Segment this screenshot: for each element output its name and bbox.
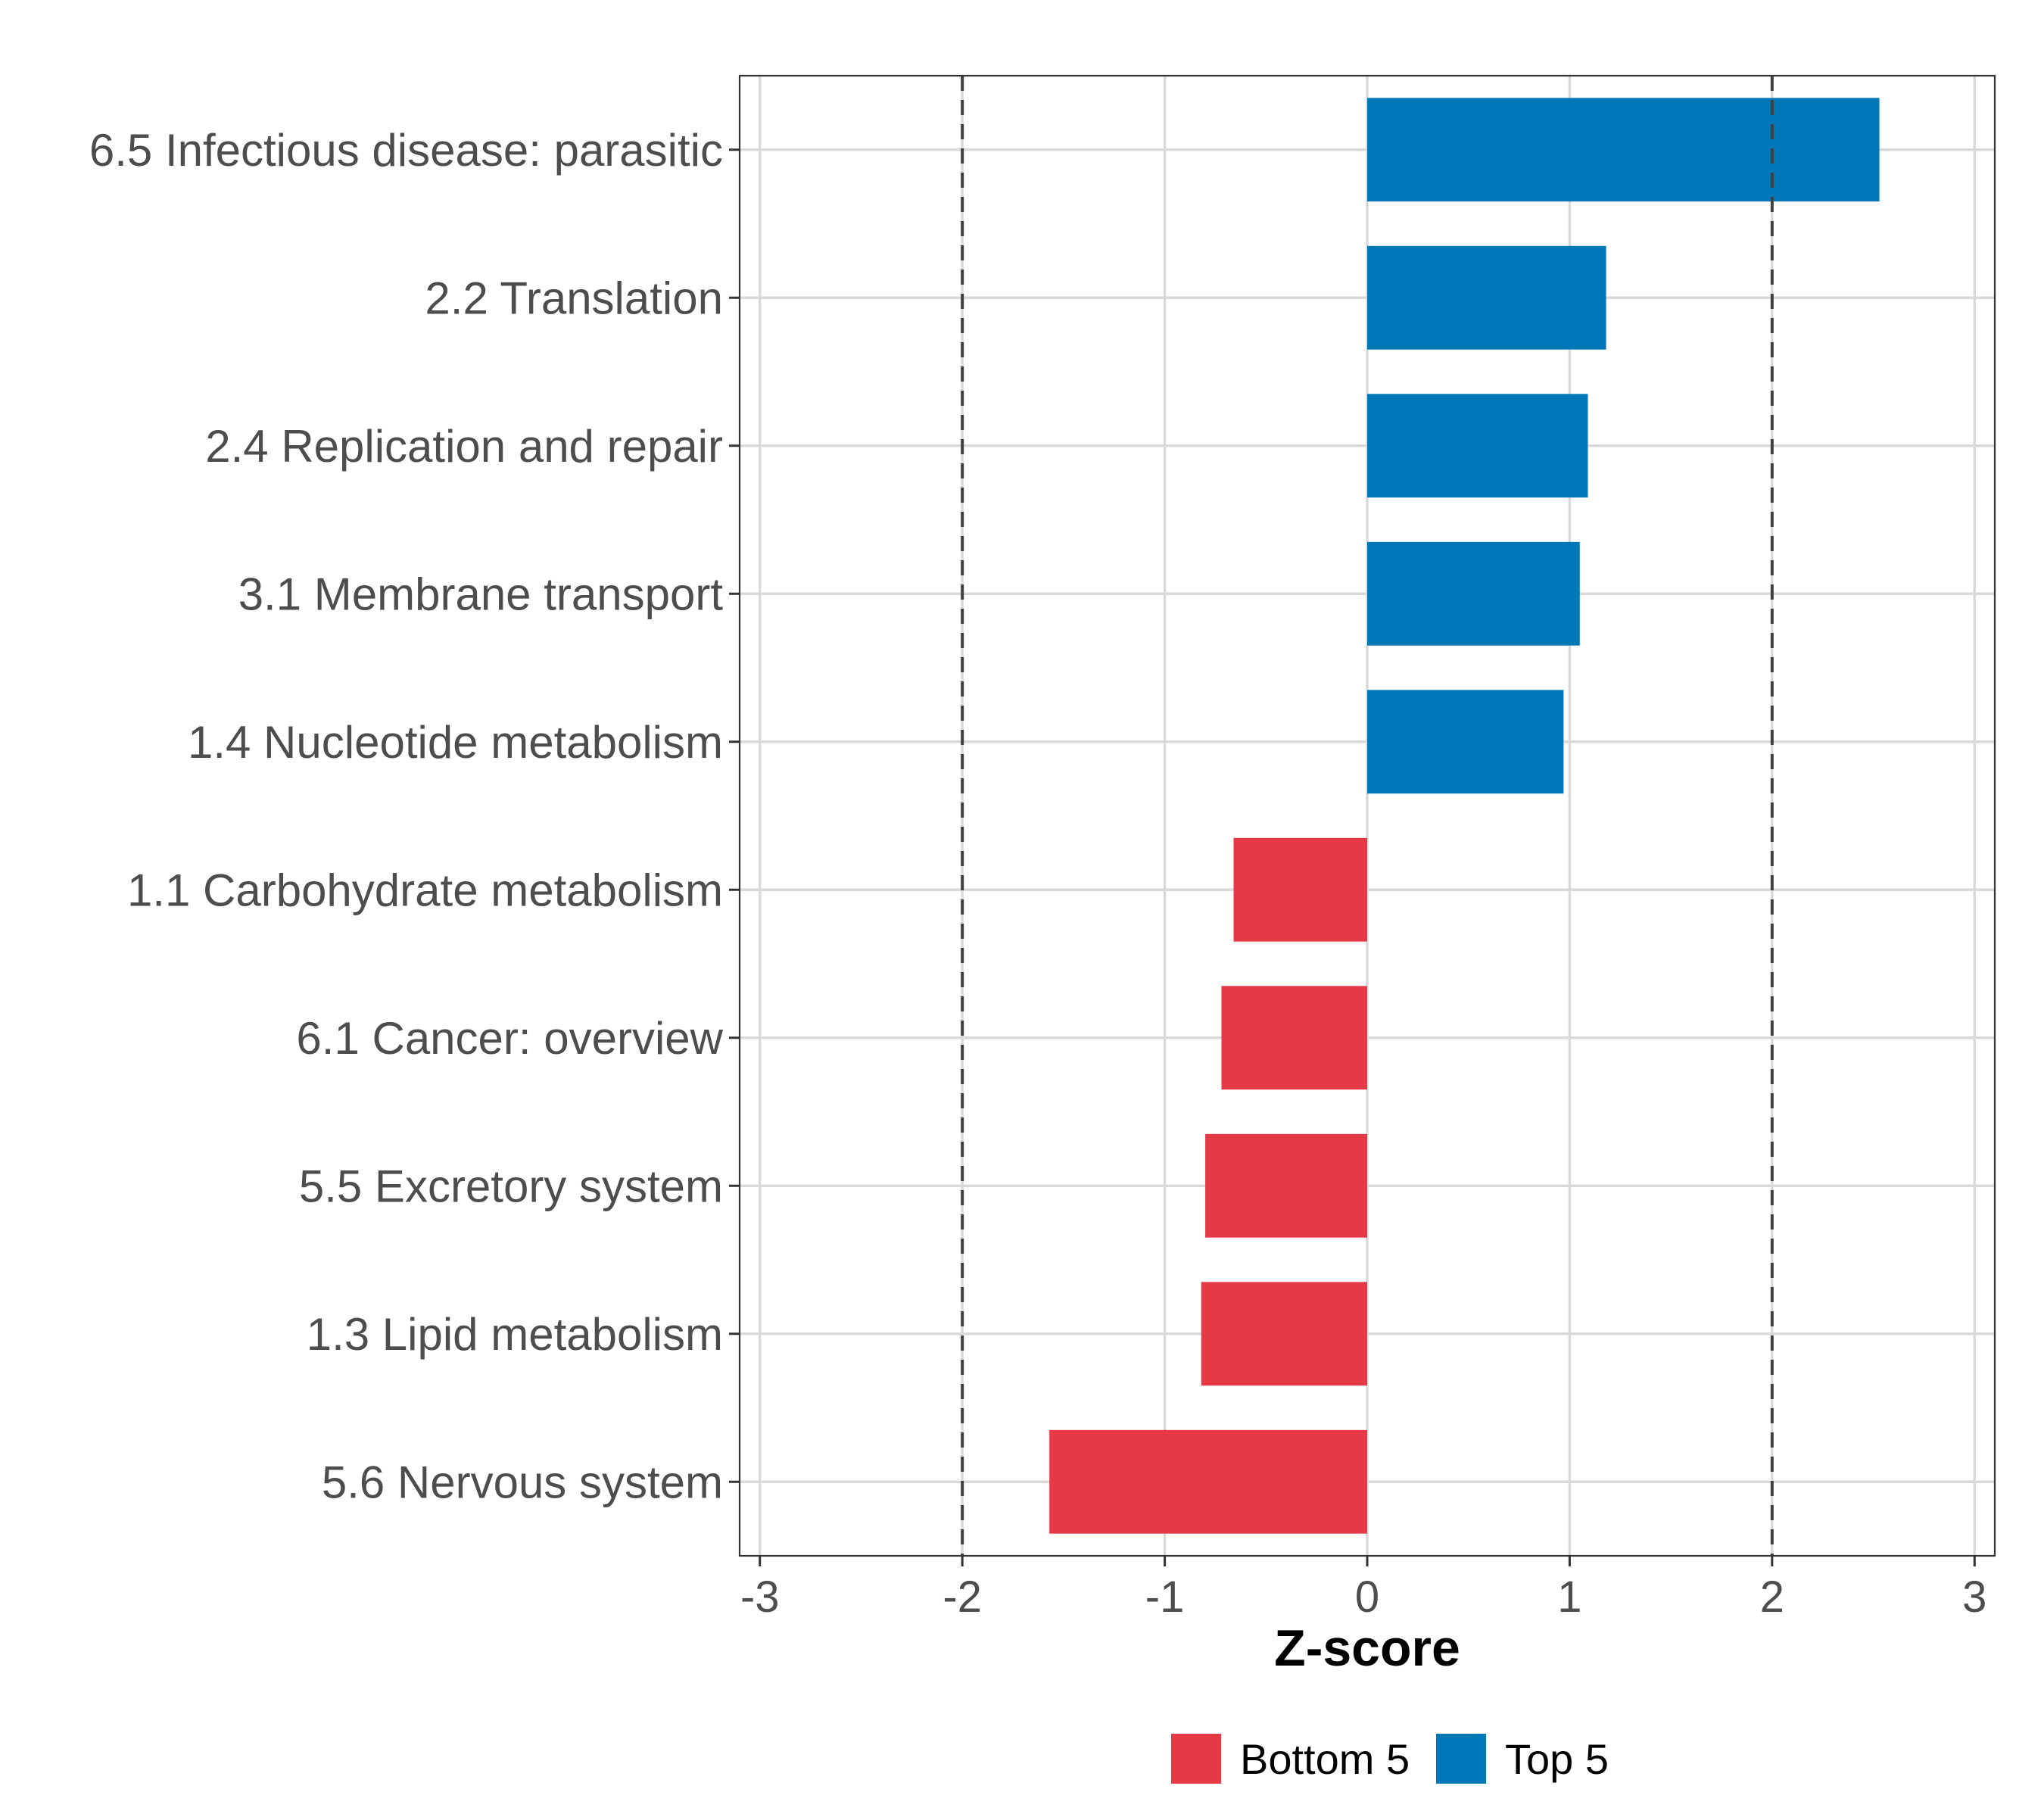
- x-axis-title: Z-score: [1274, 1619, 1460, 1677]
- legend-swatch: [1171, 1734, 1221, 1784]
- bar-1: [1367, 98, 1880, 202]
- x-tick-label: 1: [1557, 1572, 1581, 1622]
- category-label: 1.1 Carbohydrate metabolism: [127, 865, 723, 915]
- category-label: 3.1 Membrane transport: [238, 569, 724, 619]
- bar-3: [1367, 394, 1588, 498]
- x-tick-label: 3: [1962, 1572, 1986, 1622]
- x-axis-tick-labels: -3 -2 -1 0 1 2 3: [740, 1572, 1986, 1622]
- category-label: 5.5 Excretory system: [299, 1161, 723, 1211]
- bars: [1049, 98, 1880, 1534]
- category-label: 5.6 Nervous system: [322, 1457, 723, 1507]
- category-label: 2.4 Replication and repair: [205, 421, 723, 472]
- category-label: 1.4 Nucleotide metabolism: [188, 717, 723, 768]
- reference-lines: [961, 76, 1774, 1556]
- bar-7: [1221, 986, 1367, 1090]
- category-label: 6.1 Cancer: overview: [296, 1013, 723, 1064]
- legend: Bottom 5 Top 5: [1171, 1734, 1609, 1784]
- legend-label: Bottom 5: [1240, 1735, 1410, 1783]
- bar-10: [1049, 1429, 1367, 1534]
- category-label: 2.2 Translation: [425, 273, 723, 323]
- bar-6: [1233, 837, 1367, 942]
- legend-swatch: [1436, 1734, 1486, 1784]
- bar-8: [1205, 1133, 1367, 1238]
- bar-2: [1367, 245, 1606, 350]
- x-tick-label: -1: [1145, 1572, 1185, 1622]
- x-tick-label: -2: [943, 1572, 982, 1622]
- bar-4: [1367, 541, 1580, 646]
- x-axis-ticks: [759, 1556, 1976, 1566]
- x-tick-label: 2: [1760, 1572, 1784, 1622]
- bar-9: [1201, 1282, 1367, 1386]
- bar-5: [1367, 690, 1564, 794]
- legend-label: Top 5: [1505, 1735, 1609, 1783]
- category-label: 1.3 Lipid metabolism: [307, 1309, 723, 1360]
- x-tick-label: 0: [1355, 1572, 1379, 1622]
- y-axis-ticks: [729, 148, 740, 1483]
- x-tick-label: -3: [740, 1572, 780, 1622]
- category-label: 6.5 Infectious disease: parasitic: [89, 125, 723, 176]
- y-axis-labels: 6.5 Infectious disease: parasitic 2.2 Tra…: [89, 125, 724, 1508]
